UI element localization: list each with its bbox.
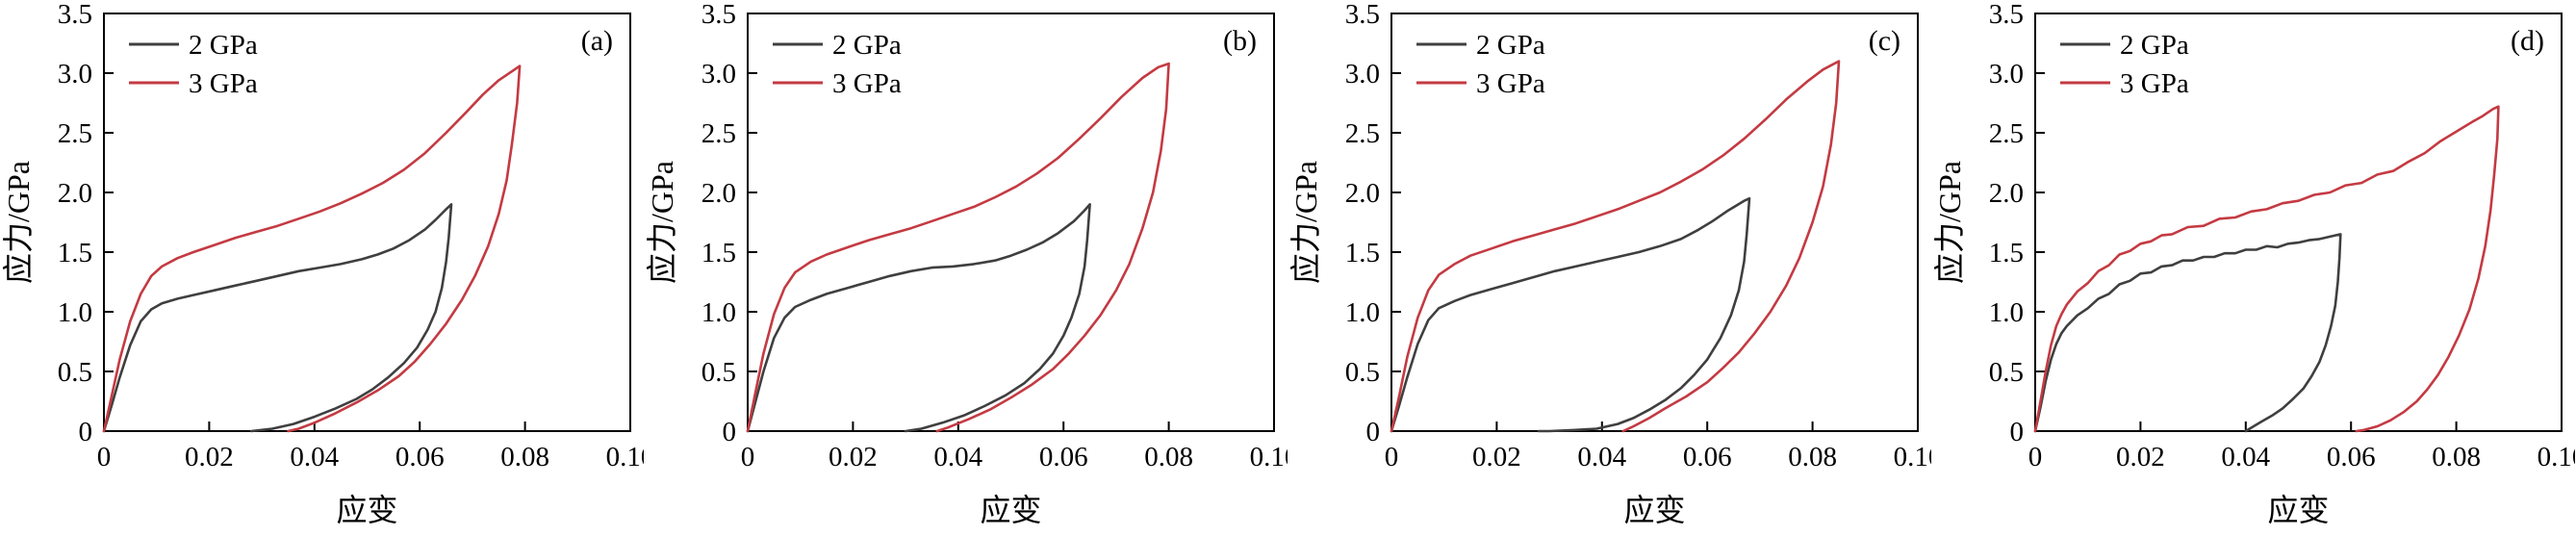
- series-line-3gpa: [2033, 105, 2500, 433]
- legend-label: 2 GPa: [1476, 30, 1545, 61]
- legend-label: 2 GPa: [832, 30, 902, 61]
- panel-letter-label: (c): [1869, 25, 1900, 57]
- y-tick-label: 0: [1366, 417, 1381, 447]
- y-tick-label: 1.0: [701, 297, 736, 328]
- chart-svg-c: 0 0.02 0.04 0.06 0.08 0.10 0 0.5 1.0 1.5 2.0 2.5 3.0…: [1288, 0, 1931, 527]
- y-tick-label: 3.0: [1345, 59, 1380, 89]
- plot-frame: [747, 13, 1275, 432]
- plot-frame: [2034, 13, 2563, 432]
- series-line-2gpa: [746, 203, 1091, 433]
- x-tick-label: 0.04: [1577, 442, 1626, 472]
- y-tick-label: 3.5: [1345, 0, 1380, 30]
- panel-letter-label: (b): [1223, 25, 1257, 57]
- y-tick-label: 2.0: [1989, 178, 2024, 209]
- y-tick-label: 0: [79, 417, 93, 447]
- x-tick-label: 0: [97, 442, 112, 472]
- y-axis-title: 应力/GPa: [645, 161, 679, 284]
- y-tick-label: 2.5: [58, 118, 92, 149]
- chart-svg-a: 0 0.02 0.04 0.06 0.08 0.10 0 0.5 1.0 1.5 2.0 2.5 3.0…: [1, 0, 644, 527]
- x-tick-label: 0.06: [1039, 442, 1088, 472]
- legend-label: 2 GPa: [2120, 30, 2189, 61]
- x-tick-label: 0: [2028, 442, 2043, 472]
- series-line-2gpa: [102, 203, 453, 433]
- y-tick-label: 0.5: [1345, 357, 1380, 388]
- y-tick-label: 3.5: [58, 0, 92, 30]
- x-tick-label: 0.04: [290, 442, 339, 472]
- x-axis-title: 应变: [2267, 493, 2329, 527]
- series-line-3gpa: [1390, 60, 1841, 433]
- y-tick-label: 1.5: [1345, 238, 1380, 268]
- y-tick-label: 2.0: [701, 178, 736, 209]
- y-tick-label: 1.5: [58, 238, 92, 268]
- x-tick-label: 0.08: [2432, 442, 2481, 472]
- y-tick-label: 2.0: [1345, 178, 1380, 209]
- x-tick-label: 0.06: [395, 442, 445, 472]
- y-tick-label: 2.0: [58, 178, 92, 209]
- x-tick-label: 0.08: [1144, 442, 1193, 472]
- chart-panel-a: 0 0.02 0.04 0.06 0.08 0.10 0 0.5 1.0 1.5 2.0 2.5 3.0…: [0, 0, 644, 536]
- x-tick-label: 0.10: [1894, 442, 1931, 472]
- series-line-3gpa: [102, 64, 522, 433]
- x-axis-title: 应变: [980, 493, 1041, 527]
- x-tick-label: 0.04: [933, 442, 982, 472]
- x-tick-label: 0.08: [500, 442, 549, 472]
- x-tick-label: 0.02: [829, 442, 878, 472]
- x-tick-label: 0.02: [185, 442, 234, 472]
- y-tick-label: 0.5: [1989, 357, 2024, 388]
- series-line-2gpa: [1390, 196, 1751, 433]
- y-tick-label: 1.0: [58, 297, 92, 328]
- x-tick-label: 0.10: [2538, 442, 2575, 472]
- y-tick-label: 1.5: [701, 238, 736, 268]
- y-axis-title: 应力/GPa: [1932, 161, 1967, 284]
- x-tick-label: 0.02: [1472, 442, 1521, 472]
- legend-label: 3 GPa: [832, 68, 902, 99]
- y-tick-label: 0: [2010, 417, 2025, 447]
- x-tick-label: 0.06: [1683, 442, 1732, 472]
- chart-panel-c: 0 0.02 0.04 0.06 0.08 0.10 0 0.5 1.0 1.5 2.0 2.5 3.0…: [1288, 0, 1931, 536]
- y-tick-label: 3.0: [58, 59, 92, 89]
- series-line-2gpa: [2033, 233, 2342, 433]
- chart-svg-d: 0 0.02 0.04 0.06 0.08 0.10 0 0.5 1.0 1.5 2.0 2.5 3.0…: [1932, 0, 2575, 527]
- y-tick-label: 2.5: [701, 118, 736, 149]
- y-axis-title: 应力/GPa: [1288, 161, 1323, 284]
- y-tick-label: 3.5: [701, 0, 736, 30]
- x-tick-label: 0.08: [1788, 442, 1837, 472]
- y-tick-label: 2.5: [1989, 118, 2024, 149]
- y-tick-label: 1.0: [1989, 297, 2024, 328]
- y-tick-label: 3.5: [1989, 0, 2024, 30]
- x-tick-label: 0.02: [2116, 442, 2165, 472]
- legend-label: 3 GPa: [1476, 68, 1545, 99]
- y-tick-label: 1.5: [1989, 238, 2024, 268]
- y-tick-label: 2.5: [1345, 118, 1380, 149]
- y-axis-title: 应力/GPa: [1, 161, 36, 284]
- y-tick-label: 3.0: [701, 59, 736, 89]
- plot-frame: [103, 13, 631, 432]
- plot-frame: [1390, 13, 1919, 432]
- chart-panel-d: 0 0.02 0.04 0.06 0.08 0.10 0 0.5 1.0 1.5 2.0 2.5 3.0…: [1931, 0, 2575, 536]
- x-axis-title: 应变: [1623, 493, 1685, 527]
- chart-svg-b: 0 0.02 0.04 0.06 0.08 0.10 0 0.5 1.0 1.5 2.0 2.5 3.0…: [645, 0, 1288, 527]
- x-tick-label: 0.10: [606, 442, 644, 472]
- legend-label: 2 GPa: [189, 30, 258, 61]
- panel-letter-label: (d): [2511, 25, 2544, 57]
- legend-label: 3 GPa: [189, 68, 258, 99]
- y-tick-label: 1.0: [1345, 297, 1380, 328]
- y-tick-label: 3.0: [1989, 59, 2024, 89]
- chart-panel-b: 0 0.02 0.04 0.06 0.08 0.10 0 0.5 1.0 1.5 2.0 2.5 3.0…: [644, 0, 1288, 536]
- y-tick-label: 0.5: [701, 357, 736, 388]
- x-tick-label: 0.06: [2327, 442, 2376, 472]
- legend-label: 3 GPa: [2120, 68, 2189, 99]
- x-tick-label: 0: [741, 442, 755, 472]
- y-tick-label: 0: [723, 417, 737, 447]
- x-axis-title: 应变: [336, 493, 397, 527]
- x-tick-label: 0.04: [2221, 442, 2270, 472]
- series-line-3gpa: [746, 62, 1170, 433]
- x-tick-label: 0: [1385, 442, 1399, 472]
- panel-letter-label: (a): [581, 25, 613, 57]
- x-tick-label: 0.10: [1250, 442, 1288, 472]
- y-tick-label: 0.5: [58, 357, 92, 388]
